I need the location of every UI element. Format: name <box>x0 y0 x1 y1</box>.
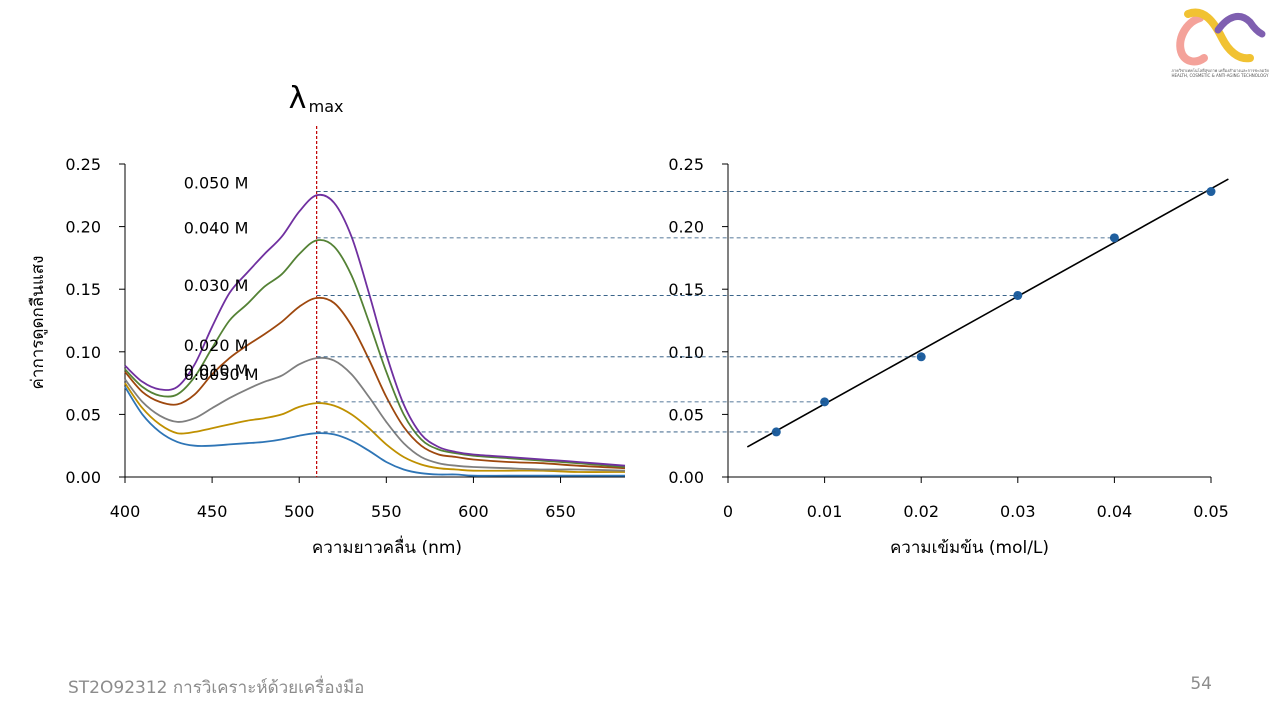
spectra-chart: 0.00 0.05 0.10 0.15 0.20 0.25 400 450 500 550 600 6… <box>28 81 626 558</box>
series-label: 0.010 M <box>184 361 249 380</box>
x-tick-label-left: 550 <box>371 502 402 521</box>
x-axis-label-left: ความยาวคลื่น (nm) <box>312 535 462 558</box>
x-axis-label-right: ความเข้มข้น (mol/L) <box>890 538 1049 558</box>
x-tick-label-left: 500 <box>284 502 315 521</box>
y-tick-label-left: 0.15 <box>65 280 101 299</box>
y-tick-label-right: 0.15 <box>668 280 704 299</box>
series-label: 0.0050 M <box>184 365 259 384</box>
y-tick-label-left: 0.20 <box>65 218 101 237</box>
y-tick-label-left: 0.05 <box>65 405 101 424</box>
x-tick-label-right: 0.04 <box>1097 502 1133 521</box>
y-tick-label-right: 0.20 <box>668 218 704 237</box>
series-line <box>124 382 626 473</box>
series-label: 0.030 M <box>184 276 249 295</box>
y-tick-label-right: 0.00 <box>668 468 704 487</box>
series-line <box>124 239 626 468</box>
x-tick-label-left: 400 <box>110 502 141 521</box>
series-label: 0.040 M <box>184 218 249 237</box>
series-line <box>124 193 626 467</box>
data-point <box>771 427 781 437</box>
x-tick-label-left: 650 <box>545 502 576 521</box>
page-number: 54 <box>1190 674 1212 694</box>
calibration-chart: 0.00 0.05 0.10 0.15 0.20 0.25 0 0.01 0.02 0.03 0.0… <box>668 155 1228 558</box>
series-line <box>124 296 626 470</box>
y-axis-label-left: ค่าการดูดกลืนแสง <box>28 256 48 390</box>
x-tick-label-right: 0.05 <box>1193 502 1229 521</box>
footer-course: ST2O92312 การวิเคราะห์ด้วยเครื่องมือ <box>68 678 365 698</box>
y-tick-label-right: 0.25 <box>668 155 704 174</box>
trendline <box>746 178 1229 448</box>
x-tick-label-right: 0.02 <box>903 502 939 521</box>
logo-caption: ภาควิชาเทคโนโลยีสุขภาพ เครื่องสำอางและกา… <box>1171 68 1269 78</box>
series-label: 0.020 M <box>184 336 249 355</box>
series-label: 0.050 M <box>184 173 249 192</box>
x-tick-label-left: 450 <box>197 502 228 521</box>
series-line <box>124 356 626 472</box>
x-tick-label-left: 600 <box>458 502 489 521</box>
series-line <box>124 386 625 477</box>
guide-lines <box>316 191 1211 433</box>
y-tick-label-left: 0.10 <box>65 343 101 362</box>
y-tick-label-left: 0.00 <box>65 468 101 487</box>
logo <box>1176 8 1266 66</box>
x-tick-label-right: 0.03 <box>1000 502 1036 521</box>
x-tick-label-right: 0 <box>723 502 733 521</box>
y-tick-label-right: 0.10 <box>668 343 704 362</box>
lambda-subscript: max <box>309 97 344 116</box>
lambda-symbol: λ <box>289 81 307 116</box>
data-point <box>1206 187 1216 197</box>
x-tick-label-right: 0.01 <box>807 502 843 521</box>
data-point <box>1109 233 1119 243</box>
y-tick-label-right: 0.05 <box>668 405 704 424</box>
y-tick-label-left: 0.25 <box>65 155 101 174</box>
